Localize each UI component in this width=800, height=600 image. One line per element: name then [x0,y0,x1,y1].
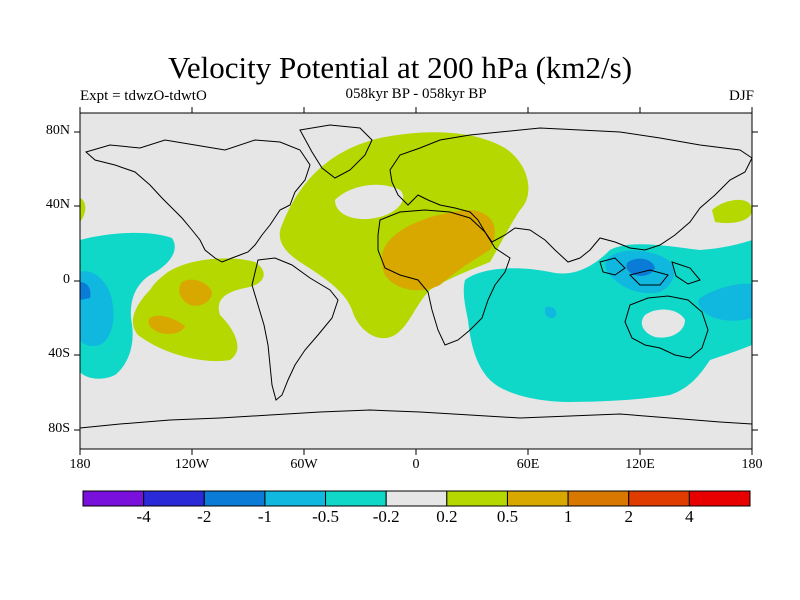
maritime-continent-outline [599,257,701,286]
australia-gap [641,309,685,338]
colorbar-label: 4 [685,507,694,526]
indian-ocean-core-negative [545,306,557,319]
colorbar-swatch [446,490,508,507]
colorbar-label: 1 [563,507,573,526]
colorbar-label: -1 [257,507,272,526]
colorbar-swatch [264,490,327,507]
lon-label-180w: 180 [69,457,91,472]
lon-label-0: 0 [412,457,420,472]
lat-label-eq: 0 [63,272,70,287]
africa-outline [377,209,511,346]
lon-label-120w: 120W [174,457,210,472]
colorbar-swatch [203,490,266,507]
south-pacific-positive [132,258,264,362]
africa-core-positive [381,210,495,291]
period-label: 058kyr BP - 058kyr BP [345,86,487,102]
colorbar-swatch [143,490,205,507]
colorbar [82,490,751,507]
colorbar-label: -0.2 [372,507,400,526]
south-pacific-core-positive-2 [148,315,185,334]
season-label: DJF [728,88,754,104]
coastlines [79,124,753,429]
colorbar-label: -4 [136,507,151,526]
colorbar-label: 0.2 [436,507,458,526]
experiment-label: Expt = tdwzO-tdwtO [80,88,207,104]
greenland-outline [299,124,373,179]
colorbar-label: 0.5 [496,507,519,526]
indian-ocean-negative [463,240,752,402]
page-title: Velocity Potential at 200 hPa (km2/s) [167,50,633,85]
colorbar-swatch [385,490,448,507]
arctic-positive-gap [335,184,404,220]
longitude-ticks [79,107,753,455]
antarctica-outline [79,409,753,429]
maritime-continent-strong-negative [626,258,655,276]
lon-label-60w: 60W [290,457,318,472]
colorbar-label: -0.5 [312,507,339,526]
east-edge-core-negative [698,283,752,321]
colorbar-label: 2 [624,507,633,526]
europe-asia-outline [389,127,753,263]
lat-label-80n: 80N [45,123,70,138]
lon-label-180e: 180 [741,457,763,472]
lat-label-80s: 80S [48,421,70,436]
east-asia-positive [712,199,752,224]
south-america-outline [251,257,339,401]
south-pacific-core-positive [179,279,212,306]
lat-label-40n: 40N [45,197,70,212]
colorbar-swatch [325,490,387,507]
colorbar-swatch [567,490,630,507]
north-america-outline [84,139,311,263]
west-edge-positive [80,198,86,222]
colorbar-swatch [82,490,145,507]
colorbar-swatch [688,490,751,507]
positive-anomaly-regions [80,132,752,362]
australia-outline [624,295,709,359]
colorbar-swatch [628,490,690,507]
negative-anomaly-regions [80,232,752,402]
colorbar-swatch [506,490,569,507]
lat-label-40s: 40S [48,346,70,361]
latitude-ticks [74,131,758,431]
lon-label-60e: 60E [516,457,540,472]
colorbar-label: -2 [197,507,212,526]
lon-label-120e: 120E [625,457,655,472]
east-pacific-strong-negative [80,282,91,300]
